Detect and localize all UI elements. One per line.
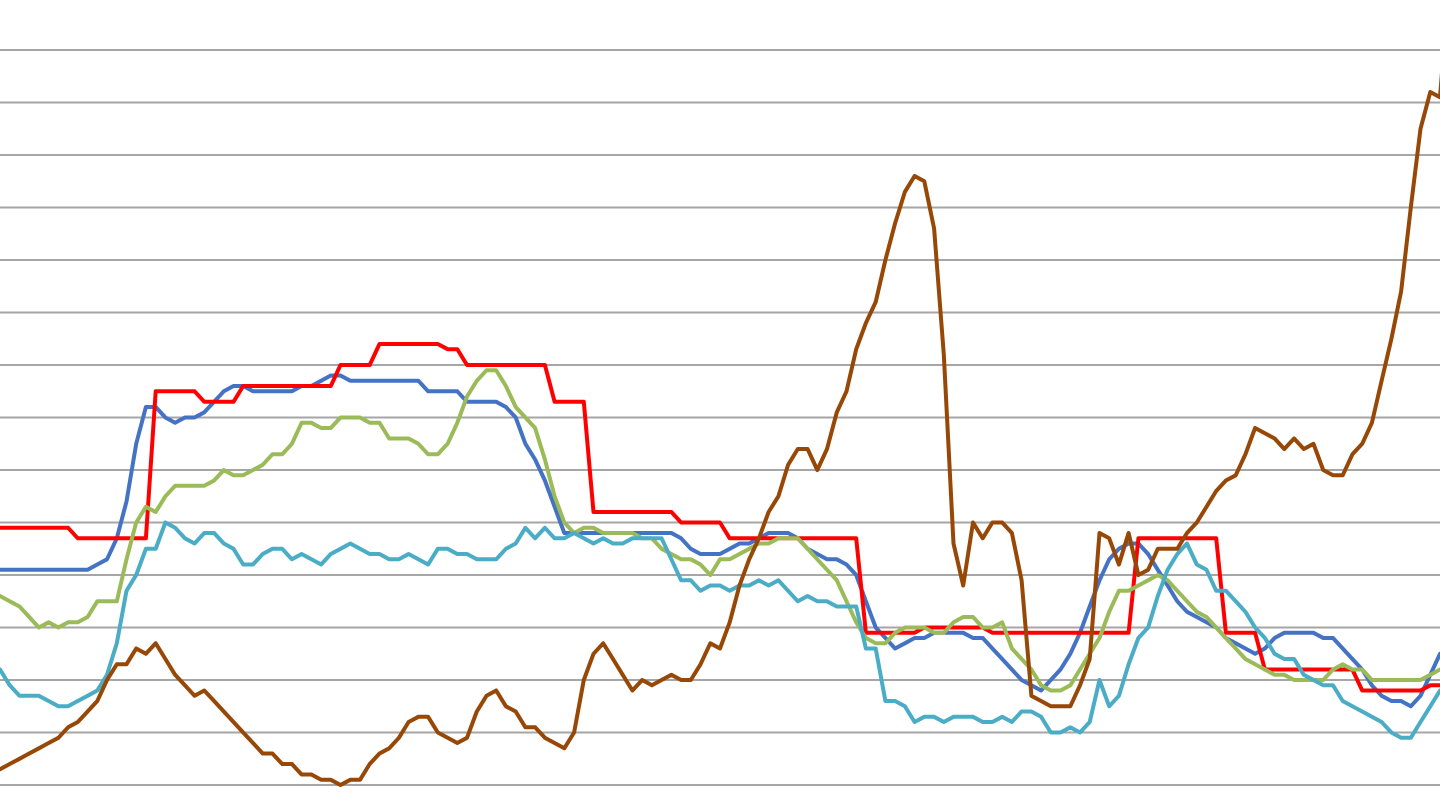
series-line-2 <box>0 342 1440 693</box>
grid-lines <box>0 49 1440 786</box>
series-line-1 <box>0 373 1440 709</box>
series-line-4 <box>0 520 1440 740</box>
series-line-3 <box>0 368 1440 693</box>
series-line-5 <box>0 72 1440 787</box>
series-lines <box>0 72 1440 787</box>
